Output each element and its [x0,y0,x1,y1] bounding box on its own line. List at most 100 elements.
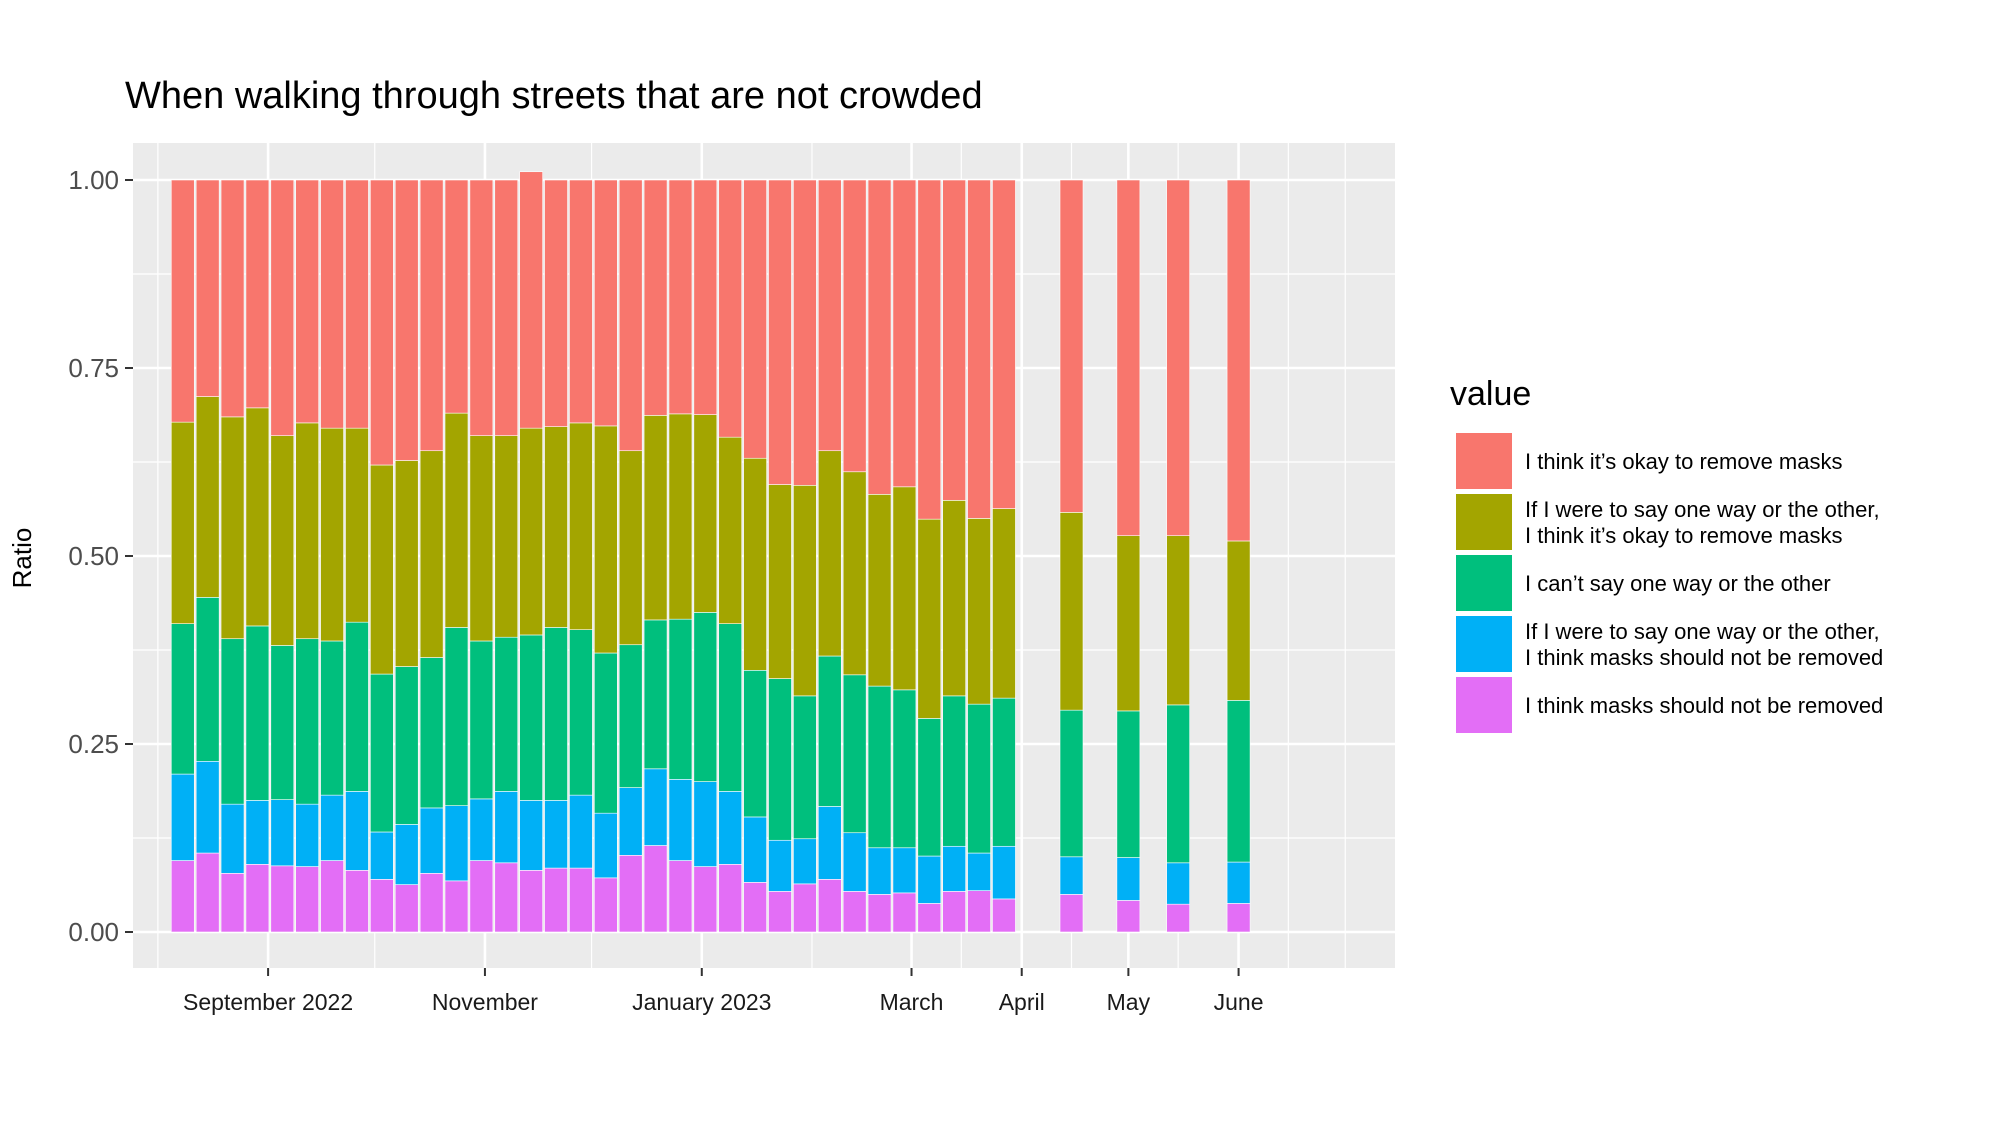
bar-segment [743,179,767,459]
bar-segment [618,644,643,788]
bar-segment [245,179,270,409]
bar-segment [942,179,966,501]
bar-segment [394,666,419,825]
bar-segment [793,883,817,933]
bar-segment [718,179,743,438]
bar-segment [917,518,942,719]
bar-segment [992,508,1016,699]
bar-segment [220,803,245,874]
bar-segment [643,845,668,933]
y-tick-label: 0.75 [68,353,119,383]
bar-segment [345,179,369,429]
bar-segment [967,852,991,891]
bar-segment [618,787,643,856]
x-tick-label: May [1107,989,1151,1015]
legend-key [1454,431,1514,491]
bar-segment [1226,903,1251,933]
bar-segment [1059,512,1084,711]
bar-segment [917,855,942,904]
bar-segment [768,484,792,679]
chart-title: When walking through streets that are no… [125,75,983,117]
bar-segment [793,695,817,840]
bar-segment [867,894,892,933]
bar-segment [743,670,767,818]
bar-segment [643,619,668,770]
bar-segment [370,464,394,675]
legend-label: I can’t say one way or the other [1525,571,1831,596]
bar-segment [345,791,369,871]
bar-segment [444,805,469,882]
bar-segment [444,179,469,414]
bar-segment [345,870,369,933]
bar-segment [170,179,195,423]
bar-segment [419,179,444,452]
bar-segment [1166,903,1190,933]
bar-segment [618,450,643,646]
bar-segment [245,800,270,865]
bar-segment [842,674,867,834]
bar-segment [419,657,444,809]
bar-segment [693,781,718,867]
bar-segment [892,847,917,894]
bar-segment [743,882,767,933]
x-tick-label: April [999,989,1045,1015]
bar-segment [668,618,693,780]
bar-segment [1059,856,1084,895]
legend-label: I think masks should not be removed [1525,693,1883,718]
bar-segment [220,179,245,418]
bar-segment [270,435,295,646]
bar-segment [345,427,369,623]
bar-segment [992,845,1016,900]
bar-segment [444,880,469,933]
bar-segment [842,471,867,676]
bar-segment [394,179,419,461]
bar-segment [370,179,394,466]
bar-segment [817,179,842,452]
bar-segment [594,179,618,427]
bar-segment [718,864,743,933]
bar-segment [245,864,270,933]
bar-segment [867,685,892,849]
bar-segment [992,697,1016,847]
y-tick-label: 1.00 [68,165,119,195]
legend-label: If I were to say one way or the other, I … [1525,497,1880,548]
bar-segment [295,866,319,933]
bar-segment [544,867,568,933]
bar-segment [419,873,444,933]
bar-segment [594,812,618,879]
bar-segment [544,627,568,801]
bar-segment [195,179,220,397]
bar-segment [394,824,419,885]
bar-segment [1116,857,1141,901]
bar-segment [967,890,991,933]
bar-segment [195,597,220,762]
bar-segment [494,435,519,638]
bar-segment [992,898,1016,933]
bar-segment [643,179,668,416]
bar-segment [1226,179,1251,542]
bar-segment [1226,700,1251,863]
bar-segment [618,179,643,452]
bar-segment [842,179,867,473]
bar-segment [444,412,469,628]
bar-segment [842,832,867,892]
bar-segment [245,625,270,801]
bar-segment [1116,900,1141,933]
y-axis-title: Ratio [7,528,37,589]
bar-segment [195,396,220,598]
bar-segment [419,450,444,658]
bar-segment [569,422,593,630]
bar-segment [469,798,494,861]
bars [170,171,1251,933]
bar-segment [718,436,743,624]
bar-segment [544,800,568,869]
bar-segment [693,866,718,933]
bar-segment [1226,861,1251,904]
bar-segment [370,673,394,833]
bar-segment [245,407,270,627]
bar-segment [668,860,693,933]
bar-segment [618,854,643,933]
bar-segment [743,457,767,671]
legend-key [1454,553,1514,613]
